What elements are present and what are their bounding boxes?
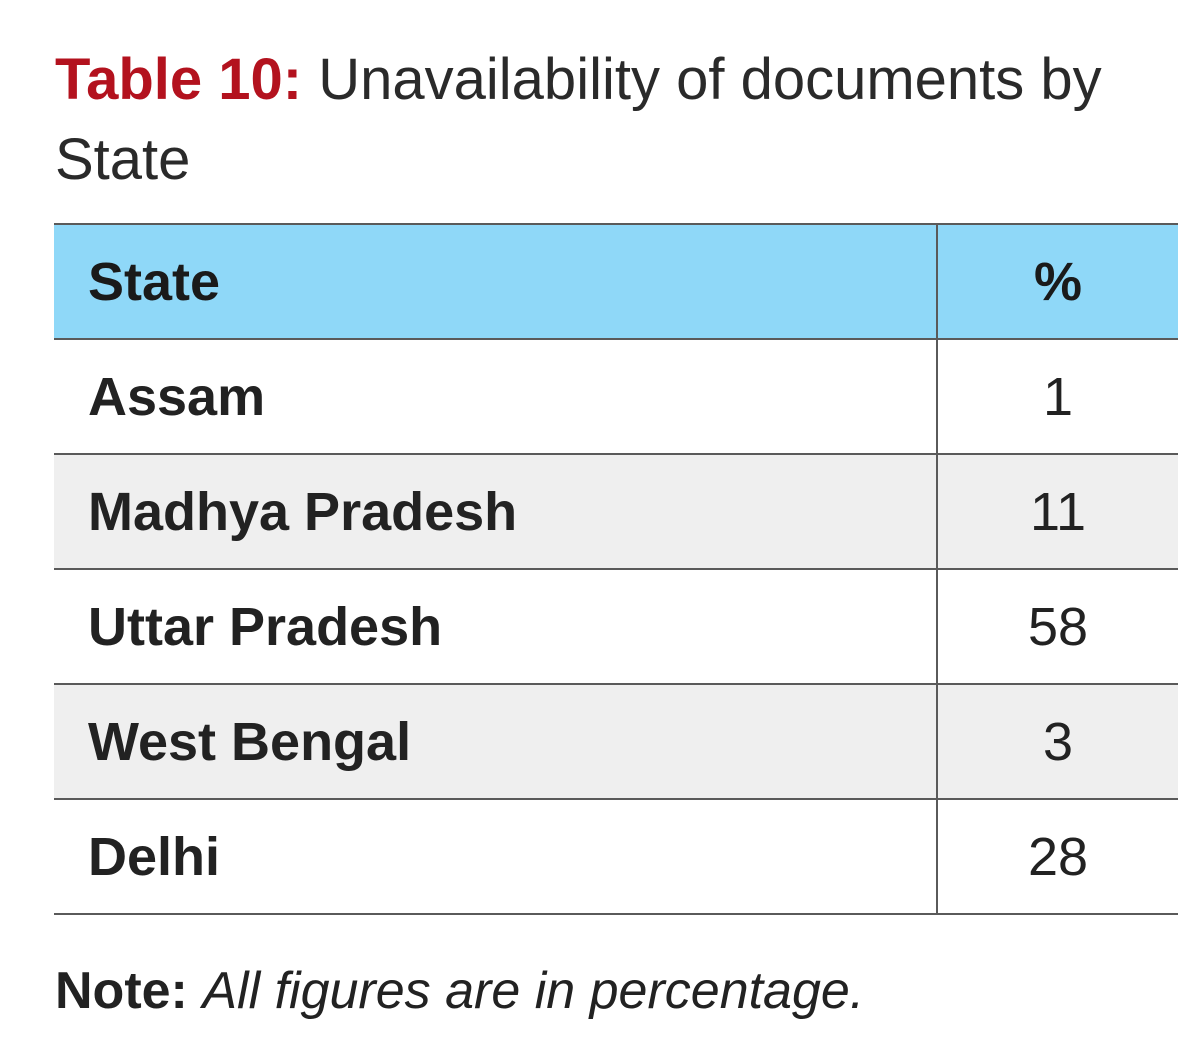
table-note: Note: All figures are in percentage.	[55, 955, 864, 1027]
table-row: Madhya Pradesh 11	[54, 453, 1178, 570]
table-header-row: State %	[54, 223, 1178, 340]
table-number-label: Table 10:	[55, 47, 303, 112]
percent-value-cell: 11	[937, 453, 1178, 570]
table-row: Delhi 28	[54, 798, 1178, 915]
table-row: Uttar Pradesh 58	[54, 568, 1178, 685]
percent-value-cell: 3	[937, 683, 1178, 800]
state-name-cell: Assam	[54, 338, 938, 455]
state-name-cell: Uttar Pradesh	[54, 568, 938, 685]
table-title-text: Unavailability of documents by State	[55, 47, 1102, 192]
note-text: All figures are in percentage.	[202, 962, 865, 1020]
column-header-percent: %	[937, 223, 1178, 340]
percent-value-cell: 58	[937, 568, 1178, 685]
state-name-cell: West Bengal	[54, 683, 938, 800]
table-title: Table 10: Unavailability of documents by…	[55, 40, 1155, 200]
data-table: State % Assam 1 Madhya Pradesh 11 Uttar …	[54, 223, 1178, 915]
column-header-state: State	[54, 223, 938, 340]
state-name-cell: Delhi	[54, 798, 938, 915]
table-row: West Bengal 3	[54, 683, 1178, 800]
note-label: Note:	[55, 962, 188, 1020]
percent-value-cell: 1	[937, 338, 1178, 455]
table-row: Assam 1	[54, 338, 1178, 455]
state-name-cell: Madhya Pradesh	[54, 453, 938, 570]
percent-value-cell: 28	[937, 798, 1178, 915]
